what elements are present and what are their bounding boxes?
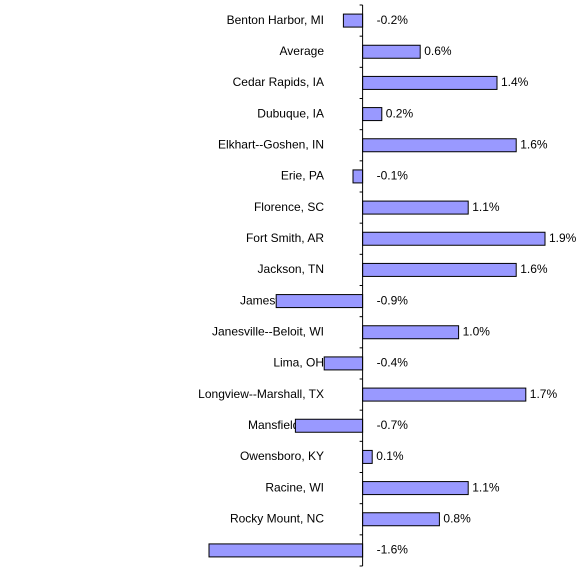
bar bbox=[362, 481, 469, 496]
bar bbox=[342, 13, 364, 28]
value-label: 1.6% bbox=[520, 262, 548, 276]
bar bbox=[362, 75, 498, 90]
bar bbox=[362, 449, 373, 464]
value-label: 1.6% bbox=[520, 137, 548, 151]
value-label: -0.4% bbox=[377, 356, 409, 370]
value-label: -1.6% bbox=[377, 543, 409, 557]
y-tick-label: Benton Harbor, MI bbox=[227, 13, 324, 27]
value-label: 1.1% bbox=[472, 200, 500, 214]
y-tick-label: Erie, PA bbox=[281, 169, 324, 183]
y-tick-label: Longview--Marshall, TX bbox=[198, 387, 324, 401]
bar bbox=[323, 356, 364, 371]
y-tick-label: Dubuque, IA bbox=[257, 106, 324, 120]
value-label: 0.8% bbox=[443, 511, 471, 525]
value-label: 1.1% bbox=[472, 480, 500, 494]
bar bbox=[362, 138, 517, 153]
y-tick-label: Fort Smith, AR bbox=[246, 231, 324, 245]
y-tick-label: Rocky Mount, NC bbox=[230, 511, 324, 525]
value-label: -0.2% bbox=[377, 13, 409, 27]
y-tick-label: Owensboro, KY bbox=[240, 449, 324, 463]
y-tick-label: Elkhart--Goshen, IN bbox=[218, 137, 324, 151]
value-label: -0.7% bbox=[377, 418, 409, 432]
bar bbox=[362, 512, 440, 527]
bar bbox=[362, 44, 421, 59]
bar bbox=[275, 294, 364, 309]
bar bbox=[352, 169, 364, 184]
bar bbox=[362, 262, 517, 277]
value-label: 1.0% bbox=[463, 324, 491, 338]
value-label: 1.4% bbox=[501, 75, 529, 89]
bar bbox=[294, 418, 364, 433]
value-label: -0.9% bbox=[377, 293, 409, 307]
y-tick-label: Jackson, TN bbox=[258, 262, 324, 276]
y-tick-label: Janesville--Beloit, WI bbox=[212, 324, 324, 338]
y-tick-label: Racine, WI bbox=[265, 480, 324, 494]
bar bbox=[362, 107, 383, 122]
bar bbox=[362, 231, 546, 246]
y-tick-label: Lima, OH bbox=[273, 356, 324, 370]
bar bbox=[362, 325, 460, 340]
bar bbox=[208, 543, 364, 558]
value-label: 0.2% bbox=[386, 106, 414, 120]
value-label: -0.1% bbox=[377, 169, 409, 183]
y-tick-label: Cedar Rapids, IA bbox=[233, 75, 324, 89]
value-label: 1.9% bbox=[549, 231, 577, 245]
bar bbox=[362, 200, 469, 215]
y-tick-label: Average bbox=[280, 44, 325, 58]
bar bbox=[362, 387, 527, 402]
value-label: 0.1% bbox=[376, 449, 404, 463]
value-label: 0.6% bbox=[424, 44, 452, 58]
value-label: 1.7% bbox=[530, 387, 558, 401]
y-tick-label: Florence, SC bbox=[254, 200, 324, 214]
